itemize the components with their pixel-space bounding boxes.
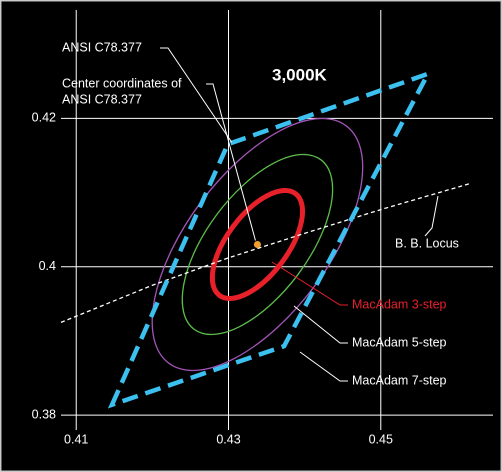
leader-line: [293, 305, 348, 344]
leader-line: [160, 47, 233, 143]
x-tick-label: 0.45: [369, 432, 393, 446]
chart-title: 3,000K: [272, 65, 328, 84]
bb-locus: [60, 182, 471, 323]
y-tick-label: 0.38: [32, 407, 56, 421]
ansi-quadrangle: [107, 69, 433, 409]
annotation: MacAdam 7-step: [352, 373, 447, 387]
leader-line: [424, 195, 439, 237]
annotation: ANSI C78.377: [62, 40, 142, 54]
leader-line: [271, 261, 348, 306]
annotation: B. B. Locus: [395, 236, 459, 250]
macadam-ellipse: [181, 153, 334, 336]
annotation: MacAdam 5-step: [352, 335, 447, 349]
annotation: Center coordinates of: [62, 76, 182, 90]
x-tick-label: 0.41: [64, 432, 88, 446]
annotation: ANSI C78.377: [62, 92, 142, 106]
y-tick-label: 0.42: [32, 111, 56, 125]
annotation: MacAdam 3-step: [352, 297, 447, 311]
center-point: [253, 240, 261, 248]
x-tick-label: 0.43: [216, 432, 240, 446]
leader-line: [206, 83, 256, 241]
macadam-ellipse: [209, 187, 306, 301]
y-tick-label: 0.4: [39, 259, 56, 273]
leader-line: [299, 351, 348, 382]
